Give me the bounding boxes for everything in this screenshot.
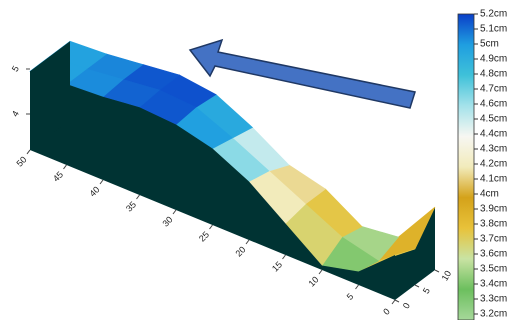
colorbar-tick-label: 3.4cm [480,279,507,290]
y-tick [414,284,420,288]
colorbar-tick-label: 4cm [480,189,499,200]
x-tick [63,164,67,170]
colorbar-tick-label: 3.3cm [480,294,507,305]
x-tick [282,254,286,260]
front-wall [30,71,395,300]
x-tick-label: 20 [233,244,247,258]
colorbar-tick-label: 5cm [480,39,499,50]
x-tick [136,194,140,200]
x-tick-label: 40 [87,184,101,198]
x-tick-label: 15 [270,259,284,273]
colorbar-tick-label: 4.6cm [480,99,507,110]
colorbar-tick-label: 3.6cm [480,249,507,260]
colorbar-tick-label: 4.3cm [480,144,507,155]
x-tick-label: 45 [51,169,65,183]
x-tick [355,284,359,290]
colorbar-tick-label: 3.2cm [480,309,507,320]
colorbar: 5.2cm 5.1cm 5cm 4.9cm 4.8cm 4.7cm 4.6cm 4.5cm 4.… [457,9,507,320]
colorbar-tick-label: 4.9cm [480,54,507,65]
y-tick [434,269,440,273]
x-tick-label: 35 [124,199,138,213]
x-tick [391,299,396,305]
x-tick-label: 30 [160,214,174,228]
y-tick-label: 5 [421,286,432,295]
end-wall [395,207,435,300]
y-tick [394,299,400,303]
colorbar-tick-label: 5.2cm [480,9,507,20]
colorbar-tick-label: 3.8cm [480,219,507,230]
colorbar-tick-label: 4.1cm [480,174,507,185]
x-tick [318,269,323,275]
x-tick [209,224,213,230]
x-tick-label: 5 [345,291,356,302]
x-tick-label: 0 [381,306,392,317]
colorbar-tick-label: 4.7cm [480,84,507,95]
colorbar-tick-label: 3.9cm [480,204,507,215]
x-tick [26,149,31,155]
x-tick [172,209,177,215]
y-tick-label: 0 [401,301,412,310]
x-tick-label: 10 [306,274,320,288]
colorbar-tick-label: 3.5cm [480,264,507,275]
colorbar-tick-label: 4.8cm [480,69,507,80]
x-tick [99,179,104,185]
colorbar-tick-label: 3.7cm [480,234,507,245]
colorbar-tick-label: 5.1cm [480,24,507,35]
end-wall [30,41,70,150]
x-tick-label: 50 [14,154,28,168]
arrow-annotation [188,38,416,109]
colorbar-scale [457,13,475,320]
y-tick-label: 10 [440,269,454,283]
z-tick-label: 4 [10,109,21,118]
colorbar-tick-label: 4.5cm [480,114,507,125]
x-tick-label: 25 [197,229,211,243]
z-tick-label: 5 [10,64,21,73]
x-tick [245,239,250,245]
colorbar-tick-label: 4.4cm [480,129,507,140]
colorbar-tick-label: 4.2cm [480,159,507,170]
